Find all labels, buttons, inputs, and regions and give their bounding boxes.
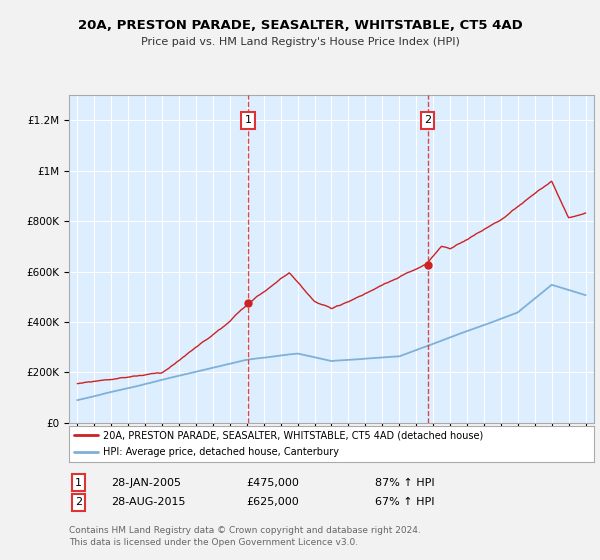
Text: 1: 1 [245,115,251,125]
Text: 2: 2 [75,497,82,507]
Text: £625,000: £625,000 [246,497,299,507]
Bar [248,95,428,423]
Text: 2: 2 [424,115,431,125]
Text: 28-JAN-2005: 28-JAN-2005 [111,478,181,488]
Text: 1: 1 [75,478,82,488]
Text: 28-AUG-2015: 28-AUG-2015 [111,497,185,507]
Text: Contains HM Land Registry data © Crown copyright and database right 2024.: Contains HM Land Registry data © Crown c… [69,526,421,535]
Text: Price paid vs. HM Land Registry's House Price Index (HPI): Price paid vs. HM Land Registry's House … [140,37,460,47]
Text: £475,000: £475,000 [246,478,299,488]
Text: 67% ↑ HPI: 67% ↑ HPI [375,497,434,507]
Text: 20A, PRESTON PARADE, SEASALTER, WHITSTABLE, CT5 4AD (detached house): 20A, PRESTON PARADE, SEASALTER, WHITSTAB… [103,431,484,440]
Text: HPI: Average price, detached house, Canterbury: HPI: Average price, detached house, Cant… [103,447,339,457]
Text: 20A, PRESTON PARADE, SEASALTER, WHITSTABLE, CT5 4AD: 20A, PRESTON PARADE, SEASALTER, WHITSTAB… [77,18,523,32]
Text: 87% ↑ HPI: 87% ↑ HPI [375,478,434,488]
Text: This data is licensed under the Open Government Licence v3.0.: This data is licensed under the Open Gov… [69,538,358,547]
